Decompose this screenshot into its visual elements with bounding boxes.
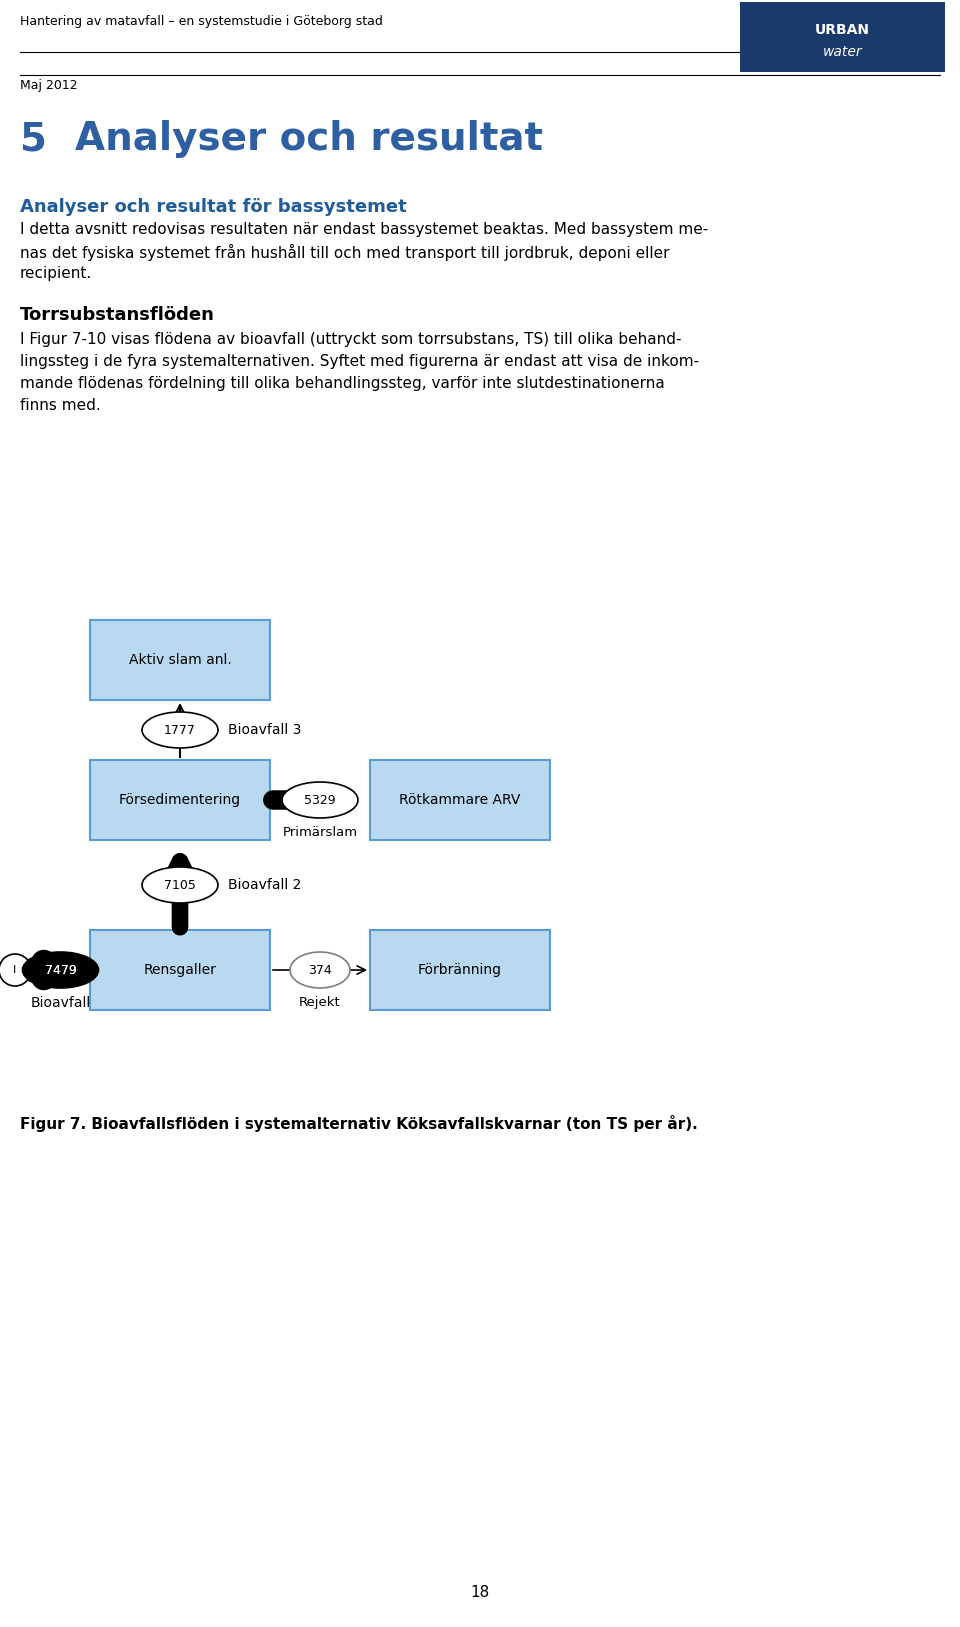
Text: Bioavfall: Bioavfall	[31, 996, 90, 1010]
Text: 7479: 7479	[44, 963, 77, 976]
Text: Rejekt: Rejekt	[300, 996, 341, 1009]
Ellipse shape	[142, 713, 218, 748]
FancyBboxPatch shape	[90, 931, 270, 1010]
Text: nas det fysiska systemet från hushåll till och med transport till jordbruk, depo: nas det fysiska systemet från hushåll ti…	[20, 244, 669, 260]
Text: Hantering av matavfall – en systemstudie i Göteborg stad: Hantering av matavfall – en systemstudie…	[20, 15, 383, 28]
Ellipse shape	[282, 783, 358, 818]
Text: 18: 18	[470, 1585, 490, 1599]
Text: Bioavfall 3: Bioavfall 3	[228, 722, 301, 737]
Text: Maj 2012: Maj 2012	[20, 80, 78, 93]
Text: finns med.: finns med.	[20, 399, 101, 413]
Text: 5: 5	[20, 120, 47, 158]
Text: Figur 7. Bioavfallsflöden i systemalternativ Köksavfallskvarnar (ton TS per år).: Figur 7. Bioavfallsflöden i systemaltern…	[20, 1114, 698, 1132]
Text: mande flödenas fördelning till olika behandlingssteg, varför inte slutdestinatio: mande flödenas fördelning till olika beh…	[20, 376, 664, 390]
Ellipse shape	[142, 867, 218, 903]
Text: 1777: 1777	[164, 724, 196, 737]
FancyBboxPatch shape	[90, 620, 270, 700]
Text: I detta avsnitt redovisas resultaten när endast bassystemet beaktas. Med bassyst: I detta avsnitt redovisas resultaten när…	[20, 221, 708, 238]
Text: Aktiv slam anl.: Aktiv slam anl.	[129, 652, 231, 667]
Text: I: I	[13, 965, 16, 975]
Text: recipient.: recipient.	[20, 265, 92, 281]
Text: Rensgaller: Rensgaller	[144, 963, 216, 976]
Ellipse shape	[290, 952, 350, 988]
FancyBboxPatch shape	[90, 760, 270, 840]
Text: Försedimentering: Försedimentering	[119, 792, 241, 807]
Ellipse shape	[0, 953, 31, 986]
FancyBboxPatch shape	[370, 931, 550, 1010]
Text: lingssteg i de fyra systemalternativen. Syftet med figurerna är endast att visa : lingssteg i de fyra systemalternativen. …	[20, 355, 699, 369]
Text: Rötkammare ARV: Rötkammare ARV	[399, 792, 520, 807]
Text: 7479: 7479	[44, 963, 77, 976]
Text: water: water	[823, 46, 862, 59]
Text: 5329: 5329	[304, 794, 336, 807]
Text: Primärslam: Primärslam	[282, 827, 357, 840]
Ellipse shape	[22, 952, 99, 988]
Text: Torrsubstansflöden: Torrsubstansflöden	[20, 306, 215, 324]
Text: Analyser och resultat: Analyser och resultat	[75, 120, 543, 158]
Text: I Figur 7-10 visas flödena av bioavfall (uttryckt som torrsubstans, TS) till oli: I Figur 7-10 visas flödena av bioavfall …	[20, 332, 682, 347]
Text: 374: 374	[308, 963, 332, 976]
Text: Analyser och resultat för bassystemet: Analyser och resultat för bassystemet	[20, 198, 407, 216]
FancyBboxPatch shape	[370, 760, 550, 840]
Text: Förbränning: Förbränning	[418, 963, 502, 976]
Text: 7105: 7105	[164, 879, 196, 892]
FancyBboxPatch shape	[740, 2, 945, 72]
Text: Bioavfall 2: Bioavfall 2	[228, 879, 301, 892]
Text: URBAN: URBAN	[815, 23, 870, 37]
